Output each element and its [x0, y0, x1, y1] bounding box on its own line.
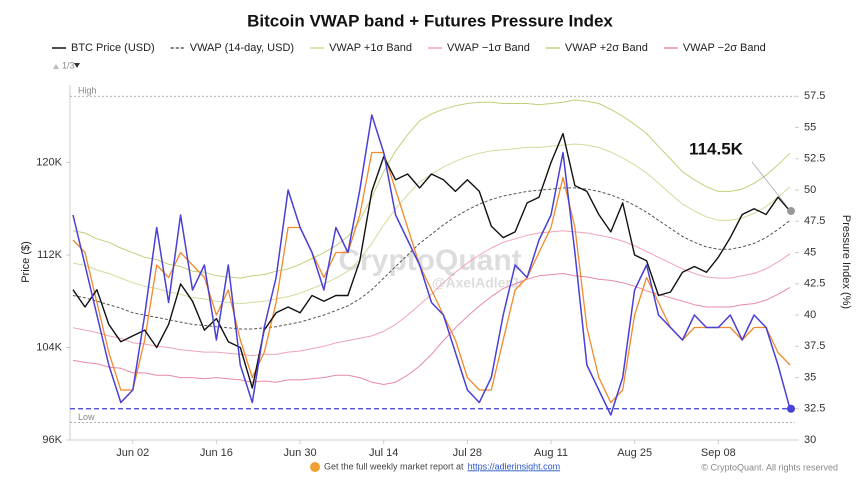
- last-value-dot: [787, 404, 795, 413]
- footer-link[interactable]: https://adlerinsight.com: [468, 461, 561, 471]
- legend-label: VWAP −1σ Band: [447, 42, 530, 54]
- legend-pager[interactable]: 1/3: [62, 60, 75, 70]
- y2-tick-label: 32.5: [804, 403, 825, 415]
- legend-label: VWAP +1σ Band: [329, 42, 412, 54]
- series-line: [72, 132, 791, 389]
- legend-item[interactable]: BTC Price (USD): [52, 42, 155, 54]
- legend-item[interactable]: VWAP +2σ Band: [545, 42, 648, 54]
- y2-tick-label: 45: [804, 246, 816, 258]
- annotation: 114.5K: [689, 139, 744, 158]
- y2-tick-label: 37.5: [804, 340, 825, 352]
- series-line: [72, 273, 791, 385]
- y2-tick-label: 55: [804, 121, 816, 133]
- y2-tick-label: 35: [804, 371, 816, 383]
- y2-tick-label: 42.5: [804, 278, 825, 290]
- y2-axis-label: Pressure Index (%): [840, 215, 852, 309]
- watermark: CryptoQuant: [338, 244, 521, 277]
- legend-label: VWAP (14-day, USD): [190, 42, 294, 54]
- reference-label: Low: [78, 412, 95, 422]
- legend-item[interactable]: VWAP (14-day, USD): [170, 42, 294, 54]
- x-tick-label: Jul 14: [369, 447, 398, 459]
- legend-label: BTC Price (USD): [71, 42, 155, 54]
- copyright: © CryptoQuant. All rights reserved: [701, 462, 838, 472]
- y-axis-label: Price ($): [20, 241, 32, 283]
- y-tick-label: 120K: [36, 156, 62, 168]
- y2-tick-label: 57.5: [804, 90, 825, 102]
- y-tick-label: 96K: [42, 434, 62, 446]
- y2-tick-label: 30: [804, 434, 816, 446]
- x-tick-label: Jun 16: [200, 447, 233, 459]
- x-tick-label: Aug 11: [534, 447, 568, 459]
- series-line: [72, 187, 791, 330]
- x-tick-label: Sep 08: [701, 447, 736, 459]
- legend-prev[interactable]: [53, 64, 59, 69]
- x-tick-label: Jun 30: [284, 447, 317, 459]
- x-tick-label: Jul 28: [453, 447, 482, 459]
- last-value-dot: [787, 207, 795, 216]
- y2-tick-label: 50: [804, 184, 816, 196]
- x-tick-label: Aug 25: [617, 447, 652, 459]
- y2-tick-label: 52.5: [804, 153, 825, 165]
- legend-label: VWAP +2σ Band: [565, 42, 648, 54]
- y2-tick-label: 40: [804, 309, 816, 321]
- series-line: [72, 230, 791, 357]
- series-line: [72, 99, 791, 279]
- watermark-handle: @AxelAdlerJr: [432, 275, 525, 291]
- footer-text: Get the full weekly market report at: [324, 461, 464, 471]
- legend-item[interactable]: VWAP +1σ Band: [310, 42, 412, 54]
- legend-item[interactable]: VWAP −1σ Band: [427, 42, 530, 54]
- x-tick-label: Jun 02: [116, 447, 149, 459]
- series-line: [72, 114, 791, 416]
- legend-label: VWAP −2σ Band: [683, 42, 766, 54]
- reference-label: High: [78, 86, 97, 96]
- y2-tick-label: 47.5: [804, 215, 825, 227]
- y-tick-label: 104K: [36, 341, 62, 353]
- legend-next[interactable]: [74, 63, 80, 68]
- legend-item[interactable]: VWAP −2σ Band: [663, 42, 766, 54]
- annotation-leader: [751, 161, 787, 206]
- y-tick-label: 112K: [37, 249, 63, 261]
- footer-icon: [310, 462, 320, 472]
- chart-title: Bitcoin VWAP band + Futures Pressure Ind…: [247, 11, 613, 30]
